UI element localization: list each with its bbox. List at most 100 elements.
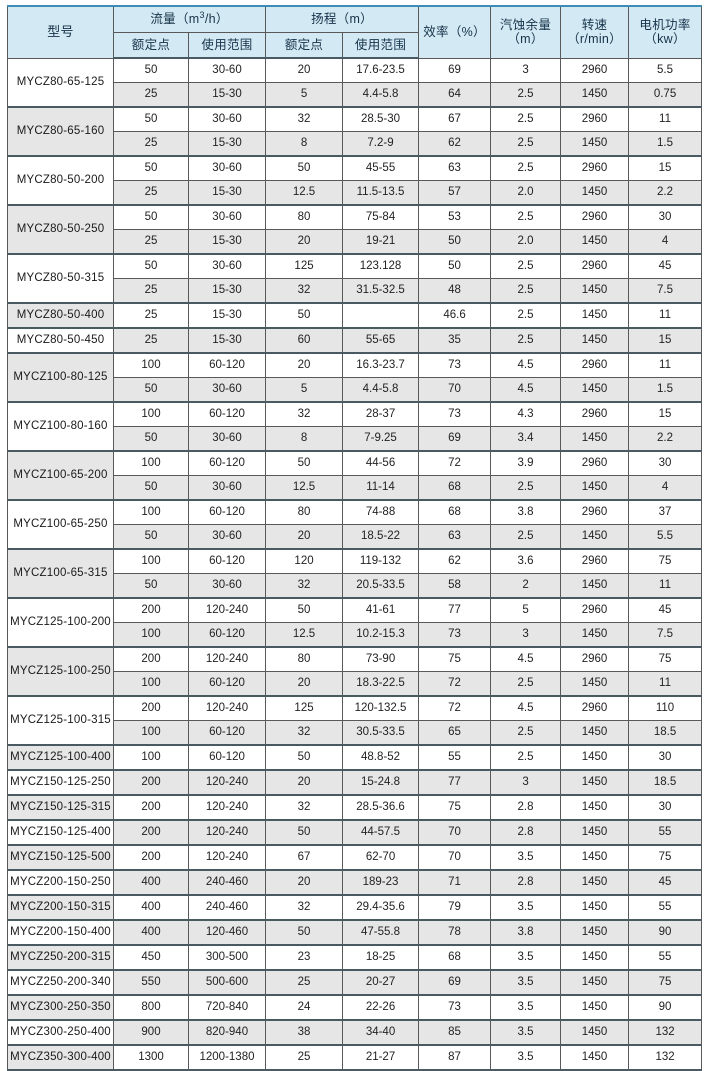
table-row: 50 30-60 12.5 11-14 68 2.5 1450 4	[8, 475, 703, 501]
cell-flow-rated-point: 50	[113, 106, 189, 132]
cell-model-name: MYCZ150-125-400	[7, 819, 114, 846]
cell-speed: 1450	[560, 180, 630, 206]
cell-flow-rated-point: 100	[113, 744, 189, 771]
cell-motor-power: 55	[628, 819, 703, 846]
cell-flow-usage-range: 120-240	[187, 819, 267, 846]
cell-head-usage-range: 18-25	[342, 944, 420, 971]
cell-speed: 2960	[560, 57, 630, 83]
cell-model-name: MYCZ80-50-200	[7, 155, 114, 206]
cell-efficiency: 72	[418, 695, 492, 721]
cell-npsh: 3.5	[490, 894, 562, 921]
cell-speed: 1450	[560, 894, 630, 921]
cell-flow-usage-range: 60-120	[187, 352, 267, 378]
column-header-head-usage-range: 使用范围	[342, 32, 420, 59]
cell-flow-usage-range: 120-240	[187, 844, 267, 871]
table-row: MYCZ150-125-250 200 120-240 20 15-24.8 77 3 145…	[7, 769, 703, 796]
cell-flow-rated-point: 800	[113, 994, 189, 1021]
cell-head-rated-point: 50	[265, 744, 344, 771]
cell-head-usage-range: 62-70	[342, 844, 420, 871]
column-header-flow-rated-point: 额定点	[113, 32, 189, 59]
cell-npsh: 2.5	[490, 106, 562, 132]
table-row: 50 30-60 5 4.4-5.8 70 4.5 1450 1.5	[8, 377, 703, 403]
cell-motor-power: 7.5	[628, 278, 703, 304]
cell-model-name: MYCZ100-65-250	[7, 499, 114, 550]
flow-group-label-tail: /h）	[204, 12, 229, 27]
cell-speed: 1450	[560, 622, 630, 648]
cell-flow-rated-point: 50	[113, 57, 189, 83]
cell-speed: 1450	[560, 944, 630, 971]
cell-speed: 2960	[560, 450, 630, 476]
cell-flow-usage-range: 60-120	[187, 622, 267, 648]
table-row: MYCZ80-50-250 50 30-60 80 75-84 53 2.5 2960 30	[7, 204, 703, 255]
cell-efficiency: 67	[418, 106, 492, 132]
cell-flow-rated-point: 50	[113, 573, 189, 599]
cell-efficiency: 79	[418, 894, 492, 921]
cell-npsh: 3.5	[490, 1019, 562, 1046]
cell-speed: 1450	[560, 278, 630, 304]
cell-flow-rated-point: 550	[113, 969, 189, 996]
cell-speed: 2960	[560, 401, 630, 427]
cell-head-usage-range: 18.3-22.5	[342, 671, 420, 697]
cell-motor-power: 90	[628, 994, 703, 1021]
table-row: MYCZ125-100-250 200 120-240 80 73-90 75 4.5 296…	[7, 646, 703, 697]
cell-speed: 1450	[560, 377, 630, 403]
cell-head-rated-point: 32	[265, 401, 344, 427]
table-row: 50 30-60 20 18.5-22 63 2.5 1450 5.5	[8, 524, 703, 550]
cell-head-rated-point: 38	[265, 1019, 344, 1046]
cell-npsh: 2.5	[490, 204, 562, 230]
cell-efficiency: 73	[418, 352, 492, 378]
cell-head-rated-point: 125	[265, 253, 344, 279]
table-row: 50 30-60 8 7-9.25 69 3.4 1450 2.2	[8, 426, 703, 452]
cell-head-rated-point: 20	[265, 229, 344, 255]
cell-flow-rated-point: 25	[113, 229, 189, 255]
cell-speed: 1450	[560, 573, 630, 599]
cell-npsh: 2.5	[490, 671, 562, 697]
cell-flow-usage-range: 30-60	[187, 426, 267, 452]
cell-efficiency: 68	[418, 499, 492, 525]
table-row: 25 15-30 8 7.2-9 62 2.5 1450 1.5	[8, 131, 703, 157]
cell-flow-usage-range: 30-60	[187, 377, 267, 403]
cell-head-rated-point: 32	[265, 573, 344, 599]
cell-model-name: MYCZ100-80-160	[7, 401, 114, 452]
cell-speed: 1450	[560, 229, 630, 255]
cell-head-usage-range: 45-55	[342, 155, 420, 181]
cell-flow-rated-point: 50	[113, 426, 189, 452]
table-row: MYCZ300-250-400 900 820-940 38 34-40 85 3.5 145…	[7, 1019, 703, 1046]
cell-npsh: 3	[490, 57, 562, 83]
cell-efficiency: 63	[418, 524, 492, 550]
cell-flow-usage-range: 120-240	[187, 695, 267, 721]
cell-motor-power: 45	[628, 869, 703, 896]
cell-head-rated-point: 20	[265, 352, 344, 378]
cell-head-rated-point: 20	[265, 671, 344, 697]
cell-head-usage-range: 120-132.5	[342, 695, 420, 721]
cell-flow-usage-range: 120-240	[187, 597, 267, 623]
cell-head-usage-range: 16.3-23.7	[342, 352, 420, 378]
cell-npsh: 3.5	[490, 994, 562, 1021]
cell-flow-rated-point: 25	[113, 327, 189, 354]
cell-head-usage-range: 22-26	[342, 994, 420, 1021]
cell-head-usage-range	[342, 302, 420, 329]
cell-flow-usage-range: 30-60	[187, 475, 267, 501]
column-header-motor-power: 电机功率 （kw）	[628, 5, 703, 59]
cell-model-name: MYCZ80-65-160	[7, 106, 114, 157]
cell-model-name: MYCZ80-50-250	[7, 204, 114, 255]
table-row: MYCZ250-200-340 550 500-600 25 20-27 69 3.5 145…	[7, 969, 703, 996]
cell-model-name: MYCZ350-300-400	[7, 1044, 114, 1071]
table-row: MYCZ200-150-400 400 120-460 50 47-55.8 78 3.8 1…	[7, 919, 703, 946]
cell-motor-power: 132	[628, 1044, 703, 1071]
power-label-line2: （kw）	[644, 32, 686, 47]
cell-flow-rated-point: 25	[113, 180, 189, 206]
cell-npsh: 2.5	[490, 475, 562, 501]
cell-npsh: 2.5	[490, 524, 562, 550]
cell-motor-power: 11	[628, 573, 703, 599]
cell-head-rated-point: 120	[265, 548, 344, 574]
cell-flow-usage-range: 15-30	[187, 82, 267, 108]
cell-head-rated-point: 60	[265, 327, 344, 354]
cell-efficiency: 50	[418, 229, 492, 255]
cell-npsh: 3.8	[490, 919, 562, 946]
cell-head-rated-point: 32	[265, 894, 344, 921]
cell-motor-power: 132	[628, 1019, 703, 1046]
cell-flow-usage-range: 30-60	[187, 524, 267, 550]
table-row: 100 60-120 32 30.5-33.5 65 2.5 1450 18.5	[8, 720, 703, 746]
cell-flow-usage-range: 60-120	[187, 450, 267, 476]
